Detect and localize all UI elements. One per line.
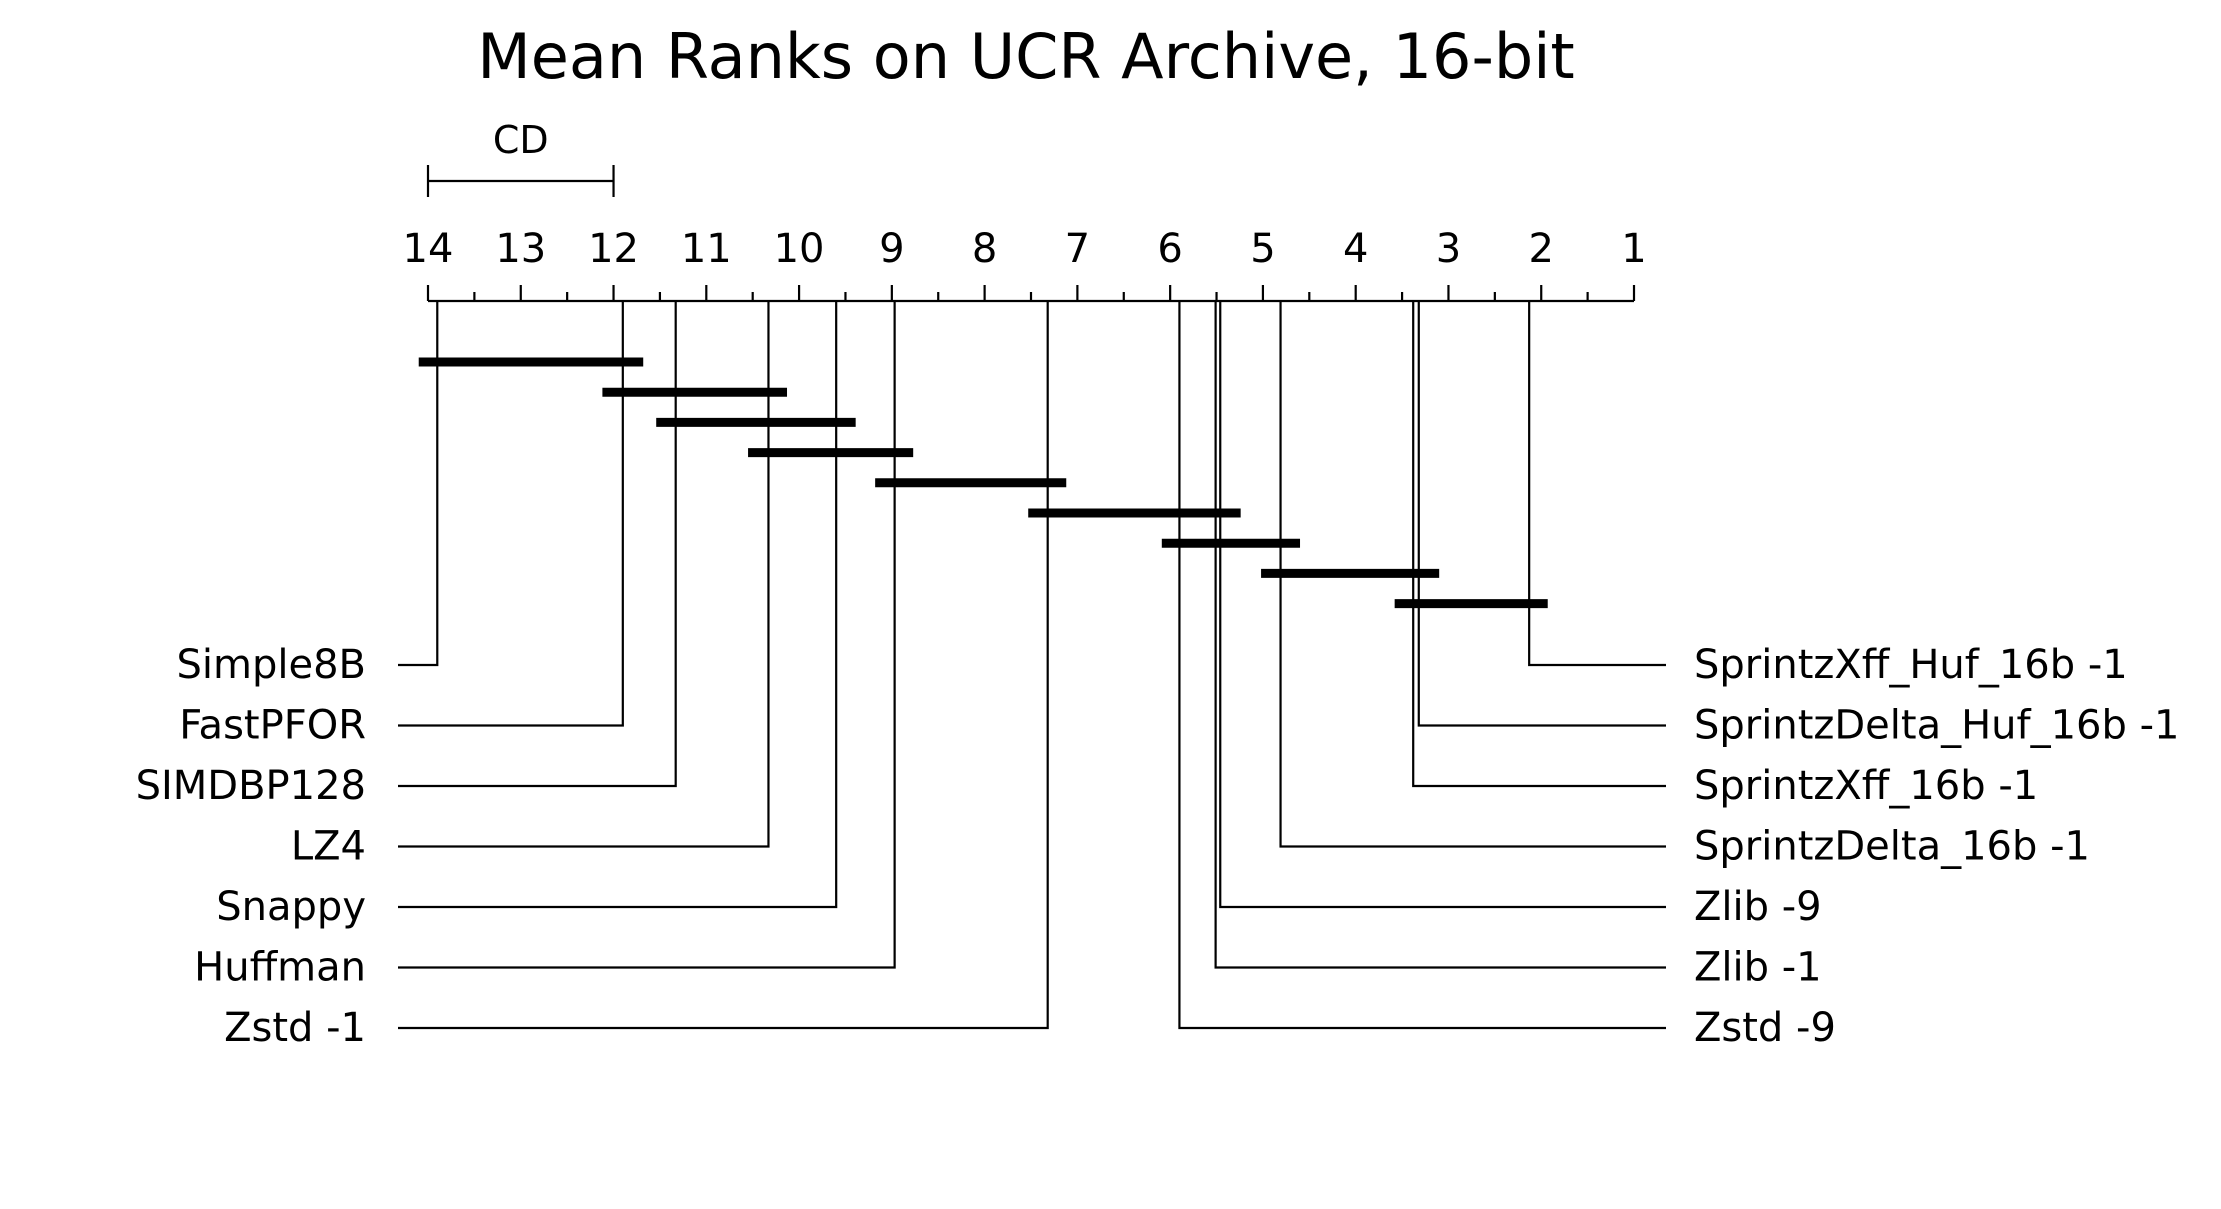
method-label: SprintzXff_16b -1 — [1694, 763, 2038, 809]
axis-tick-label: 2 — [1529, 226, 1554, 272]
method-label: Zlib -9 — [1694, 884, 1822, 930]
method-label: Simple8B — [177, 642, 366, 688]
axis-tick-label: 13 — [495, 226, 546, 272]
method-label: LZ4 — [291, 824, 366, 870]
method-label: Snappy — [216, 884, 366, 930]
axis-tick-label: 6 — [1157, 226, 1182, 272]
method-label: Zstd -9 — [1694, 1005, 1836, 1051]
axis-tick-label: 1 — [1621, 226, 1646, 272]
axis-tick-label: 9 — [879, 226, 904, 272]
method-connector — [1214, 301, 1666, 969]
method-connector — [398, 301, 1049, 1030]
method-label: FastPFOR — [179, 703, 366, 749]
method-connector — [1219, 301, 1666, 909]
axis-tick-label: 10 — [774, 226, 825, 272]
method-label: Zstd -1 — [224, 1005, 366, 1051]
axis-tick-label: 11 — [681, 226, 732, 272]
clique-bars — [418, 357, 1548, 609]
method-connector — [1279, 301, 1666, 848]
axis-tick-label: 8 — [972, 226, 997, 272]
axis-tick-label: 4 — [1343, 226, 1368, 272]
axis-tick-label: 5 — [1250, 226, 1275, 272]
method-connector — [1412, 301, 1666, 788]
chart-title: Mean Ranks on UCR Archive, 16-bit — [477, 20, 1575, 93]
rank-axis: 14 13 12 11 10 9 8 7 6 5 4 3 2 1 — [403, 226, 1647, 303]
method-connectors: Simple8B FastPFOR SIMDBP128 LZ4 Snappy Huffma… — [136, 301, 2180, 1051]
axis-tick-label: 7 — [1065, 226, 1090, 272]
axis-tick-label: 12 — [588, 226, 639, 272]
method-connector — [398, 301, 677, 788]
method-label: SprintzDelta_Huf_16b -1 — [1694, 703, 2180, 749]
method-connector — [1417, 301, 1666, 727]
method-label: SIMDBP128 — [136, 763, 366, 809]
method-label: Zlib -1 — [1694, 945, 1822, 991]
method-connector — [398, 301, 770, 848]
method-connector — [398, 301, 624, 727]
method-label: SprintzXff_Huf_16b -1 — [1694, 642, 2128, 688]
method-connector — [398, 301, 439, 667]
method-connector — [1528, 301, 1666, 667]
axis-tick-label: 3 — [1436, 226, 1461, 272]
method-connector — [398, 301, 896, 969]
method-label: Huffman — [194, 945, 366, 991]
cd-label: CD — [493, 118, 549, 162]
cd-bar-group: CD — [426, 118, 615, 197]
method-label: SprintzDelta_16b -1 — [1694, 824, 2090, 870]
method-connector — [398, 301, 838, 909]
method-connector — [1178, 301, 1666, 1030]
axis-tick-label: 14 — [403, 226, 454, 272]
